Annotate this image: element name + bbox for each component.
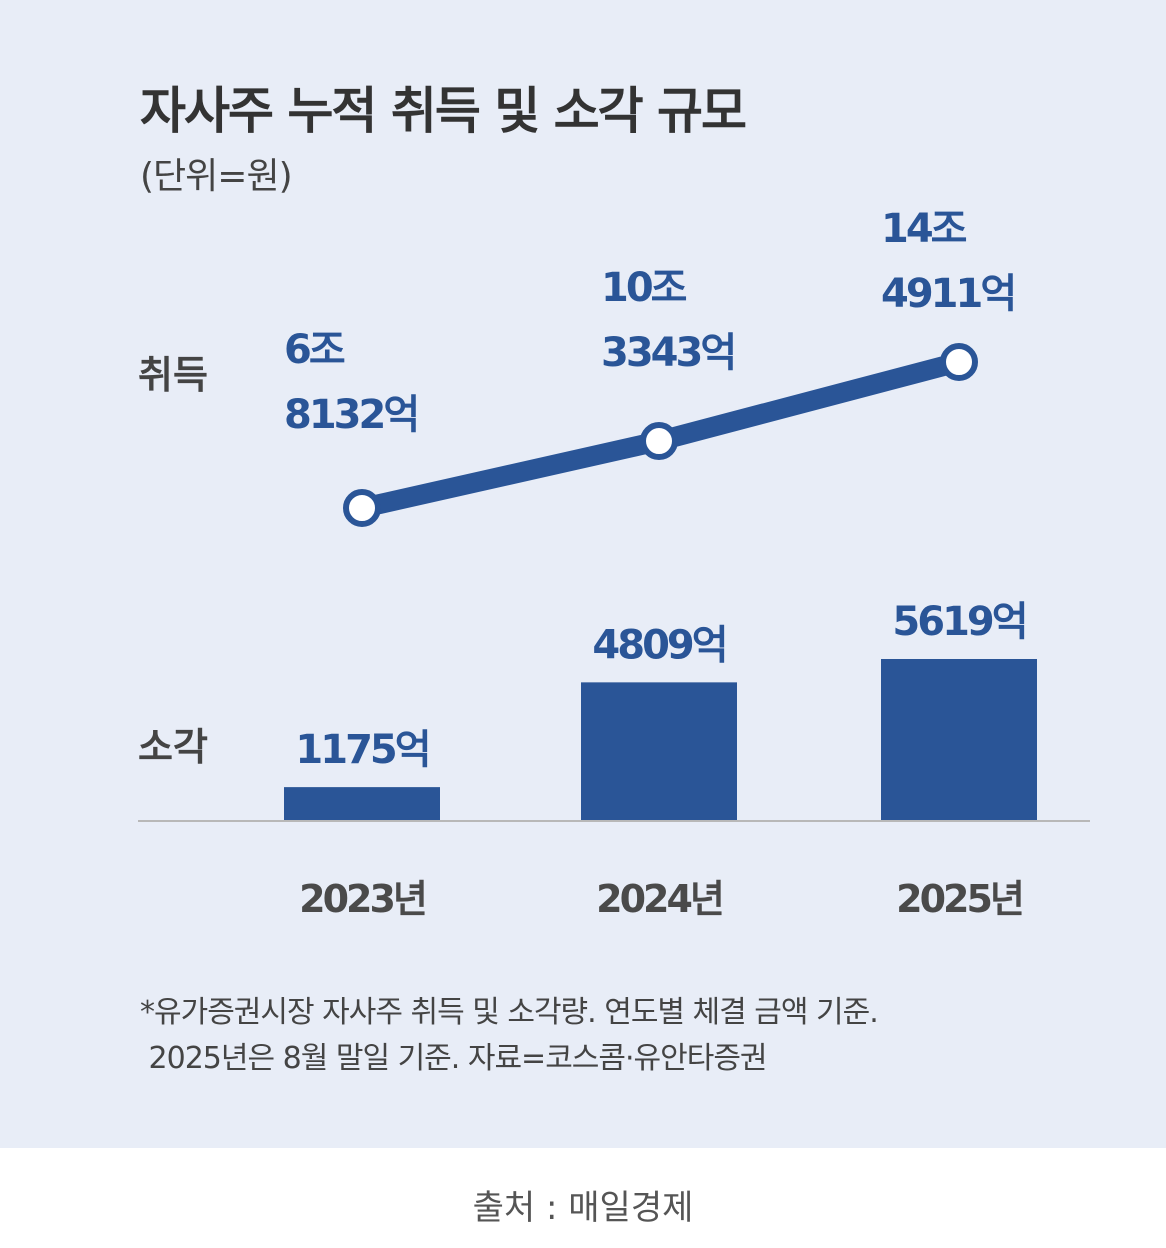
bar-3 [881,659,1037,821]
line-value-label-1-1: 6조 [284,327,345,373]
line-value-label-2-2: 3343억 [601,330,734,376]
chart-svg: 자사주 누적 취득 및 소각 규모 (단위=원) 취득 소각 6조 8132억 10… [138,82,1090,1076]
line-value-label-3-1: 14조 [881,206,967,252]
line-series-acquisition: 6조 8132억 10조 3343억 14조 4911억 [284,206,1017,527]
x-tick-label-2: 2024년 [596,877,722,921]
source-caption: 출처 : 매일경제 [472,1188,694,1228]
line-value-label-3-2: 4911억 [881,271,1014,317]
chart-panel: 자사주 누적 취득 및 소각 규모 (단위=원) 취득 소각 6조 8132억 10… [0,0,1166,1148]
bar-series-retirement: 1175억 4809억 5619억 [284,599,1037,821]
line-point-3 [940,343,978,381]
footnote-line-2: 2025년은 8월 말일 기준. 자료=코스콤·유안타증권 [140,1041,767,1076]
x-axis-labels: 2023년 2024년 2025년 [299,877,1025,921]
row-label-retirement: 소각 [138,725,208,769]
line-point-2 [640,422,678,461]
chart-title: 자사주 누적 취득 및 소각 규모 [140,82,746,140]
row-label-acquisition: 취득 [138,353,208,397]
line-value-label-1-2: 8132억 [284,392,417,438]
line-point-1 [343,489,381,527]
x-tick-label-3: 2025년 [896,877,1022,921]
x-tick-label-1: 2023년 [299,877,425,921]
chart-unit: (단위=원) [140,156,292,197]
line-value-label-2-1: 10조 [601,265,687,311]
bar-value-label-1: 1175억 [295,727,428,773]
bar-value-label-2: 4809억 [592,622,725,668]
bar-1 [284,787,440,821]
bar-value-label-3: 5619억 [892,599,1025,645]
bar-2 [581,682,737,821]
footnote-line-1: *유가증권시장 자사주 취득 및 소각량. 연도별 체결 금액 기준. [140,995,878,1030]
